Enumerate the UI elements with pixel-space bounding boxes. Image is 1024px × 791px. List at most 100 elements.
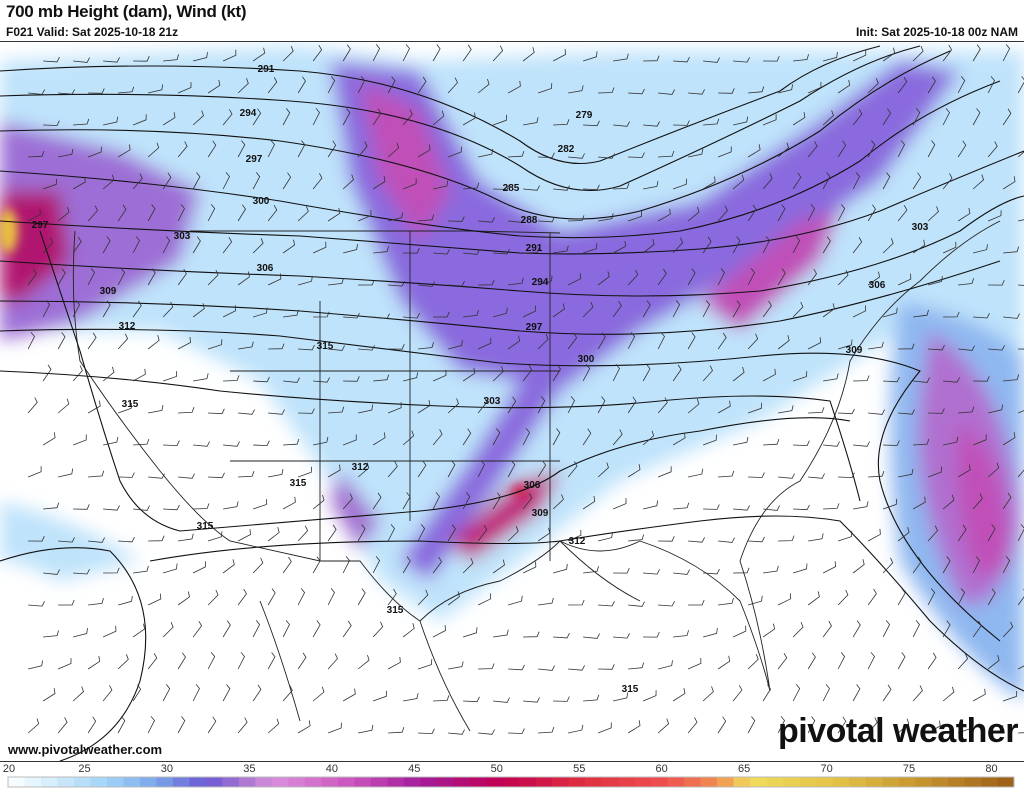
- wind-barb: [328, 406, 345, 414]
- wind-barb: [358, 345, 375, 351]
- wind-barb: [897, 205, 908, 222]
- wind-barb: [342, 688, 356, 702]
- wind-barb: [58, 89, 75, 95]
- wind-barb: [177, 591, 190, 606]
- wind-barb: [508, 217, 525, 223]
- wind-barb: [792, 621, 804, 638]
- wind-barb: [132, 300, 142, 318]
- wind-barb: [147, 593, 162, 606]
- wind-barb: [117, 402, 132, 414]
- wind-barb: [1002, 621, 1014, 638]
- wind-barb: [373, 374, 390, 382]
- wind-barb: [27, 332, 35, 350]
- wind-barb: [222, 620, 231, 638]
- wind-barb: [822, 172, 831, 190]
- wind-barb: [793, 563, 808, 574]
- wind-barb: [867, 204, 876, 222]
- colorbar-cell: [832, 777, 850, 787]
- colorbar-cell: [717, 777, 734, 787]
- wind-barb: [778, 535, 795, 542]
- wind-barb: [913, 438, 930, 446]
- height-contour-label: 315: [622, 684, 639, 695]
- colorbar-cell: [931, 777, 949, 787]
- wind-barb: [118, 595, 133, 606]
- wind-barb: [403, 372, 418, 382]
- wind-barb: [42, 237, 54, 254]
- wind-barb: [387, 142, 400, 158]
- wind-speed-shading: [0, 46, 1024, 701]
- wind-barb: [343, 376, 360, 382]
- wind-barb: [403, 248, 420, 254]
- wind-barb: [282, 172, 292, 190]
- wind-barb: [582, 301, 594, 318]
- wind-barb: [717, 716, 727, 734]
- wind-barb: [882, 498, 898, 510]
- wind-barb: [132, 684, 142, 702]
- wind-barb: [552, 494, 564, 510]
- colorbar-cell: [667, 777, 685, 787]
- wind-barb: [748, 472, 765, 478]
- wind-barb: [72, 686, 84, 702]
- wind-barb: [252, 47, 266, 62]
- colorbar-frame: [7, 776, 1015, 788]
- wind-barb: [1002, 690, 1018, 702]
- wind-barb: [222, 559, 235, 574]
- wind-barb: [718, 88, 735, 94]
- colorbar-tick-label: 45: [408, 763, 420, 775]
- wind-barb: [207, 204, 216, 222]
- wind-barb: [88, 470, 105, 478]
- wind-barb: [1003, 313, 1020, 319]
- wind-barb: [267, 140, 275, 158]
- wind-barb: [837, 716, 847, 734]
- wind-barb: [658, 536, 675, 542]
- colorbar-cell: [205, 777, 223, 787]
- wind-barb: [313, 436, 329, 446]
- wind-barb: [613, 183, 630, 190]
- wind-barb: [148, 535, 165, 542]
- wind-barb: [192, 684, 200, 702]
- wind-barb: [462, 367, 476, 382]
- wind-barb: [627, 269, 639, 286]
- wind-barb: [553, 696, 570, 702]
- wind-barb: [777, 653, 788, 670]
- wind-barb: [342, 556, 350, 574]
- wind-barb: [448, 661, 464, 670]
- wind-barb: [583, 566, 599, 574]
- wind-barb: [372, 44, 381, 62]
- wind-barb: [1017, 588, 1024, 606]
- wind-barb: [837, 140, 847, 158]
- wind-barb: [987, 141, 998, 158]
- wind-barb: [942, 44, 953, 62]
- wind-barb: [913, 309, 929, 318]
- wind-barb: [117, 204, 127, 222]
- wind-barb: [733, 116, 749, 126]
- wind-barb: [418, 728, 435, 735]
- wind-barb: [252, 238, 264, 254]
- wind-barb: [732, 625, 747, 638]
- wind-barb: [717, 655, 731, 670]
- wind-barb: [492, 492, 501, 510]
- wind-barb: [492, 428, 501, 446]
- wind-barb: [508, 664, 525, 671]
- wind-area: [330, 61, 960, 581]
- wind-barb: [57, 268, 66, 286]
- wind-barb: [538, 216, 555, 223]
- wind-barb: [658, 150, 675, 158]
- colorbar-cell: [733, 777, 751, 787]
- wind-barb: [672, 237, 684, 254]
- website-url[interactable]: www.pivotalweather.com: [8, 742, 163, 757]
- wind-barb: [28, 150, 45, 158]
- wind-barb: [268, 409, 285, 415]
- height-contour-label: 303: [174, 231, 191, 242]
- colorbar-cell: [123, 777, 141, 787]
- wind-barb: [117, 144, 131, 158]
- wind-barb: [298, 344, 315, 351]
- wind-barb: [147, 204, 156, 222]
- wind-barb: [447, 398, 459, 414]
- wind-barb: [282, 556, 292, 574]
- wind-barb: [702, 176, 716, 190]
- wind-barb: [927, 206, 939, 222]
- wind-barb: [687, 657, 702, 670]
- wind-barb: [942, 173, 953, 190]
- wind-barb: [43, 630, 59, 638]
